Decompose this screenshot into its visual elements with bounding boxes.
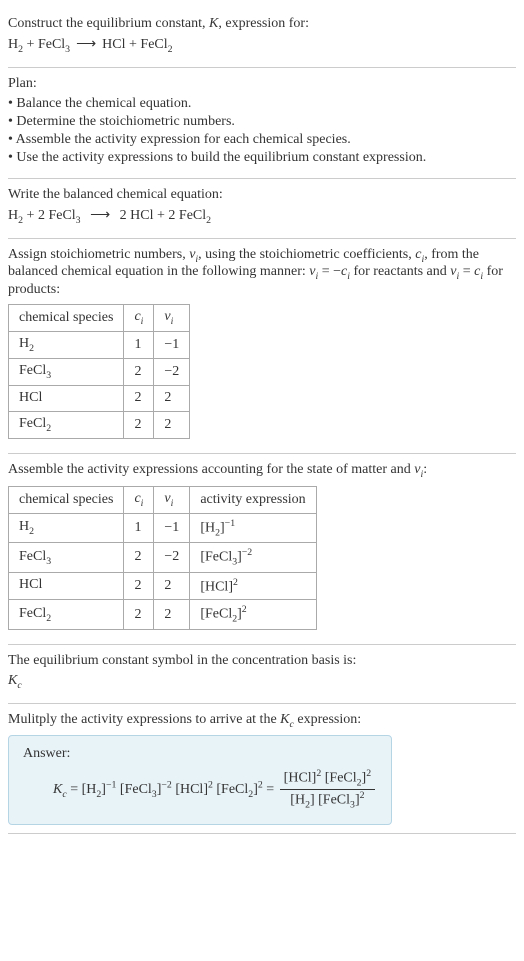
- col-nu: νi: [154, 486, 190, 513]
- table-row: FeCl32−2: [9, 358, 190, 385]
- table-row: FeCl222[FeCl2]2: [9, 600, 317, 629]
- multiply-intro: Mulitply the activity expressions to arr…: [8, 712, 516, 730]
- kc-symbol: Kc: [8, 673, 516, 691]
- col-nu: νi: [154, 305, 190, 332]
- stoich-table: chemical species ci νi H21−1 FeCl32−2 HC…: [8, 304, 190, 439]
- plan-item: • Determine the stoichiometric numbers.: [8, 114, 516, 130]
- numerator: [HCl]2 [FeCl2]2: [280, 768, 375, 789]
- plan-title: Plan:: [8, 76, 516, 92]
- col-activity: activity expression: [190, 486, 316, 513]
- stoich-intro: Assign stoichiometric numbers, νi, using…: [8, 247, 516, 299]
- prompt-section: Construct the equilibrium constant, K, e…: [8, 8, 516, 68]
- balanced-section: Write the balanced chemical equation: H2…: [8, 179, 516, 239]
- plan-section: Plan: • Balance the chemical equation. •…: [8, 68, 516, 179]
- reactant: H2: [8, 37, 23, 52]
- balanced-title: Write the balanced chemical equation:: [8, 187, 516, 203]
- answer-equation: Kc = [H2]−1 [FeCl3]−2 [HCl]2 [FeCl2]2 = …: [23, 768, 377, 810]
- plan-list: • Balance the chemical equation. • Deter…: [8, 96, 516, 166]
- plan-item: • Use the activity expressions to build …: [8, 150, 516, 166]
- col-species: chemical species: [9, 305, 124, 332]
- prompt-line: Construct the equilibrium constant, K, e…: [8, 16, 516, 32]
- answer-section: Mulitply the activity expressions to arr…: [8, 704, 516, 835]
- K-var: K: [209, 16, 218, 31]
- table-row: H21−1: [9, 331, 190, 358]
- plan-item: • Assemble the activity expression for e…: [8, 132, 516, 148]
- table-row: FeCl32−2[FeCl3]−2: [9, 543, 317, 572]
- col-c: ci: [124, 305, 154, 332]
- stoich-section: Assign stoichiometric numbers, νi, using…: [8, 239, 516, 455]
- denominator: [H2] [FeCl3]2: [280, 790, 375, 810]
- prompt-text2: , expression for:: [218, 16, 309, 31]
- activity-section: Assemble the activity expressions accoun…: [8, 454, 516, 645]
- activity-intro: Assemble the activity expressions accoun…: [8, 462, 516, 480]
- table-row: HCl22: [9, 385, 190, 412]
- product: FeCl2: [140, 37, 172, 52]
- col-species: chemical species: [9, 486, 124, 513]
- activity-table: chemical species ci νi activity expressi…: [8, 486, 317, 630]
- prompt-text: Construct the equilibrium constant,: [8, 16, 209, 31]
- table-row: H21−1[H2]−1: [9, 513, 317, 542]
- arrow-icon: ⟶: [90, 208, 110, 223]
- unbalanced-equation: H2 + FeCl3⟶HCl + FeCl2: [8, 36, 516, 55]
- table-header-row: chemical species ci νi: [9, 305, 190, 332]
- arrow-icon: ⟶: [76, 37, 96, 52]
- col-c: ci: [124, 486, 154, 513]
- reactant: FeCl3: [38, 37, 70, 52]
- product: HCl: [102, 37, 125, 52]
- kc-symbol-section: The equilibrium constant symbol in the c…: [8, 645, 516, 704]
- kc-symbol-text: The equilibrium constant symbol in the c…: [8, 653, 516, 669]
- answer-label: Answer:: [23, 746, 377, 762]
- table-header-row: chemical species ci νi activity expressi…: [9, 486, 317, 513]
- balanced-equation: H2 + 2 FeCl3 ⟶ 2 HCl + 2 FeCl2: [8, 207, 516, 226]
- answer-box: Answer: Kc = [H2]−1 [FeCl3]−2 [HCl]2 [Fe…: [8, 735, 392, 825]
- plan-item: • Balance the chemical equation.: [8, 96, 516, 112]
- table-row: HCl22[HCl]2: [9, 572, 317, 600]
- fraction: [HCl]2 [FeCl2]2 [H2] [FeCl3]2: [280, 768, 375, 810]
- table-row: FeCl222: [9, 412, 190, 439]
